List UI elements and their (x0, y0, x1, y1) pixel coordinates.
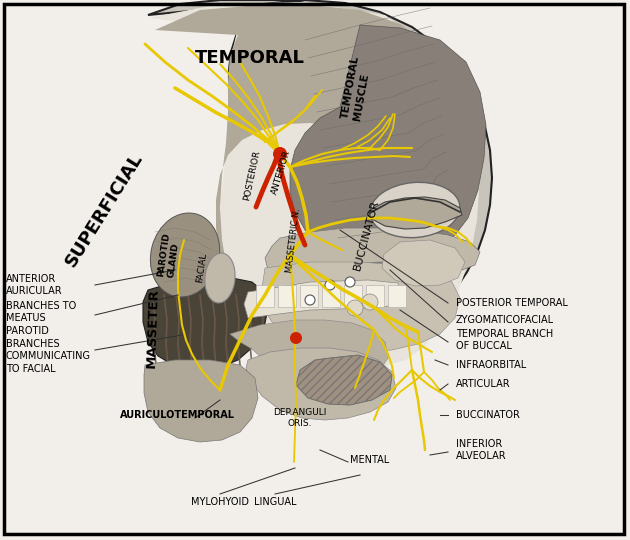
Circle shape (305, 295, 315, 305)
Text: MYLOHYOID: MYLOHYOID (191, 497, 249, 507)
Text: BUCCINATOR: BUCCINATOR (456, 410, 520, 420)
Text: ANTERIOR
AURICULAR: ANTERIOR AURICULAR (6, 274, 62, 296)
Text: LINGUAL: LINGUAL (254, 497, 296, 507)
Text: MENTAL: MENTAL (350, 455, 389, 465)
Ellipse shape (370, 183, 460, 238)
Text: PAROTID
BRANCHES
COMMUNICATING
TO FACIAL: PAROTID BRANCHES COMMUNICATING TO FACIAL (6, 326, 91, 374)
Polygon shape (262, 262, 460, 352)
Circle shape (290, 332, 302, 344)
Circle shape (345, 277, 355, 287)
Polygon shape (370, 197, 462, 229)
Polygon shape (148, 0, 492, 364)
Polygon shape (296, 355, 392, 405)
Circle shape (273, 147, 287, 161)
Text: POSTERIOR: POSTERIOR (242, 149, 261, 201)
Bar (278, 285, 296, 307)
Bar (256, 285, 274, 307)
Text: SUPERFICIAL: SUPERFICIAL (62, 150, 147, 270)
Text: INFERIOR
ALVEOLAR: INFERIOR ALVEOLAR (456, 439, 507, 461)
Polygon shape (230, 320, 388, 383)
Text: TEMPORAL
MUSCLE: TEMPORAL MUSCLE (340, 55, 373, 122)
Text: MASSETERIC N.: MASSETERIC N. (285, 207, 302, 273)
Polygon shape (144, 360, 258, 442)
Text: MASSETER: MASSETER (145, 288, 161, 368)
Text: TEMPORAL BRANCH
OF BUCCAL: TEMPORAL BRANCH OF BUCCAL (456, 329, 553, 351)
Bar (322, 285, 340, 307)
Text: BRANCHES TO
MEATUS: BRANCHES TO MEATUS (6, 301, 76, 323)
Polygon shape (244, 280, 402, 318)
Text: PAROTID
GLAND: PAROTID GLAND (156, 232, 182, 279)
Text: DEP.ANGULI
ORIS.: DEP.ANGULI ORIS. (273, 408, 327, 428)
Polygon shape (143, 278, 268, 370)
Circle shape (325, 280, 335, 290)
Circle shape (362, 294, 378, 310)
Polygon shape (265, 228, 480, 272)
Polygon shape (290, 25, 486, 266)
Circle shape (347, 300, 363, 316)
Polygon shape (382, 240, 465, 286)
Polygon shape (155, 5, 470, 275)
Bar (366, 285, 384, 307)
Ellipse shape (151, 213, 220, 297)
Text: INFRAORBITAL: INFRAORBITAL (456, 360, 526, 370)
Text: AURICULOTEMPORAL: AURICULOTEMPORAL (120, 410, 235, 420)
Text: ARTICULAR: ARTICULAR (456, 379, 511, 389)
Text: BUCCINATOR: BUCCINATOR (352, 199, 381, 272)
Text: ANTERIOR: ANTERIOR (270, 148, 292, 195)
Text: FACIAL: FACIAL (195, 252, 208, 284)
Text: ZYGOMATICOFACIAL: ZYGOMATICOFACIAL (456, 315, 554, 325)
Polygon shape (148, 2, 480, 372)
Bar (300, 285, 318, 307)
Ellipse shape (205, 253, 235, 303)
Bar (344, 285, 362, 307)
Text: POSTERIOR TEMPORAL: POSTERIOR TEMPORAL (456, 298, 568, 308)
Polygon shape (246, 348, 396, 420)
Bar (388, 285, 406, 307)
Text: TEMPORAL: TEMPORAL (195, 49, 305, 67)
